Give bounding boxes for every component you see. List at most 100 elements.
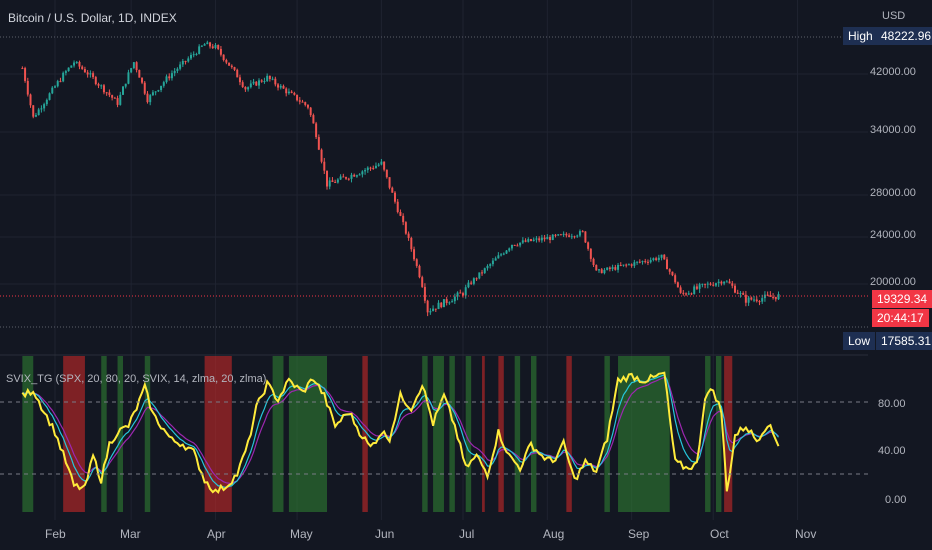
candle-body [116, 98, 119, 105]
candle-body [372, 167, 375, 169]
candle-body [217, 44, 220, 49]
indicator-title[interactable]: SVIX_TG (SPX, 20, 80, 20, SVIX, 14, zlma… [6, 373, 267, 385]
candle-body [685, 293, 688, 295]
candle-body [277, 84, 280, 88]
green-zone [715, 356, 722, 512]
candle-body [184, 60, 187, 62]
candle-body [693, 286, 696, 294]
price-tick: 42000.00 [870, 66, 916, 78]
green-zone [514, 356, 521, 512]
month-label: Mar [120, 527, 141, 541]
candle-body [426, 300, 429, 313]
candle-body [478, 272, 481, 279]
candle-body [37, 109, 40, 116]
candle-body [56, 81, 59, 87]
candle-body [497, 255, 500, 259]
green-zone [449, 356, 455, 512]
candle-body [742, 293, 745, 295]
candle-body [154, 91, 157, 93]
candle-body [64, 71, 67, 73]
candle-body [646, 261, 649, 263]
candle-body [266, 75, 269, 82]
candle-body [502, 253, 505, 255]
candle-body [598, 269, 600, 271]
candle-body [301, 101, 304, 103]
svix-line [21, 371, 780, 495]
candle-body [135, 62, 138, 71]
candle-body [350, 174, 353, 179]
candle-body [228, 62, 231, 66]
candle-body [334, 181, 337, 183]
candle-body [40, 108, 43, 110]
candle-body [557, 234, 560, 236]
candle-body [364, 170, 367, 172]
candle-body [122, 86, 124, 95]
candle-body [143, 82, 146, 94]
candle-body [296, 94, 299, 101]
candle-body [546, 237, 549, 240]
candle-body [279, 85, 282, 88]
candle-body [500, 254, 503, 256]
candle-body [453, 296, 456, 302]
candle-body [157, 90, 160, 92]
candle-body [772, 296, 775, 298]
candle-body [244, 86, 247, 90]
candle-body [43, 104, 46, 109]
candle-body [225, 59, 228, 63]
candle-body [725, 281, 728, 283]
candle-body [200, 45, 203, 47]
candle-body [260, 80, 263, 82]
candle-body [464, 287, 467, 296]
candle-body [486, 265, 489, 269]
candle-body [89, 73, 92, 75]
candle-body [59, 81, 62, 83]
candle-body [532, 239, 535, 241]
candle-body [701, 283, 704, 285]
candle-body [54, 86, 56, 88]
candle-body [132, 62, 135, 69]
candle-body [630, 264, 633, 266]
candle-body [666, 259, 668, 270]
green-zone [272, 356, 284, 512]
candle-body [92, 73, 95, 78]
candle-body [345, 177, 348, 179]
candle-body [187, 58, 190, 62]
candle-body [353, 174, 356, 177]
candle-body [755, 299, 758, 302]
candle-body [432, 308, 435, 312]
green-zone [433, 356, 444, 512]
candle-body [459, 292, 462, 294]
candle-body [388, 177, 391, 188]
candle-body [720, 281, 723, 284]
indicator-tick: 0.00 [885, 494, 907, 506]
candle-body [206, 42, 209, 45]
candle-body [551, 234, 554, 240]
price-tick: 28000.00 [870, 187, 916, 199]
candle-body [611, 267, 614, 270]
candle-body [448, 302, 451, 304]
candle-body [510, 244, 513, 249]
candle-body [581, 231, 584, 233]
candle-body [589, 248, 592, 259]
candle-body [358, 174, 361, 176]
candle-body [274, 78, 277, 85]
candle-body [339, 176, 342, 180]
chart-title: Bitcoin / U.S. Dollar, 1D, INDEX [8, 11, 177, 25]
candle-body [402, 215, 405, 223]
candle-body [668, 269, 671, 272]
month-label: Apr [207, 527, 226, 541]
candle-body [230, 65, 233, 68]
candle-body [26, 80, 29, 95]
candle-body [149, 95, 152, 103]
candle-body [233, 67, 236, 70]
month-label: Aug [543, 527, 565, 541]
candle-body [385, 169, 388, 178]
candle-body [168, 76, 171, 79]
candle-body [236, 69, 239, 78]
candle-body [70, 65, 73, 68]
candle-body [190, 54, 192, 59]
candle-body [491, 260, 494, 265]
month-label: Nov [795, 527, 817, 541]
